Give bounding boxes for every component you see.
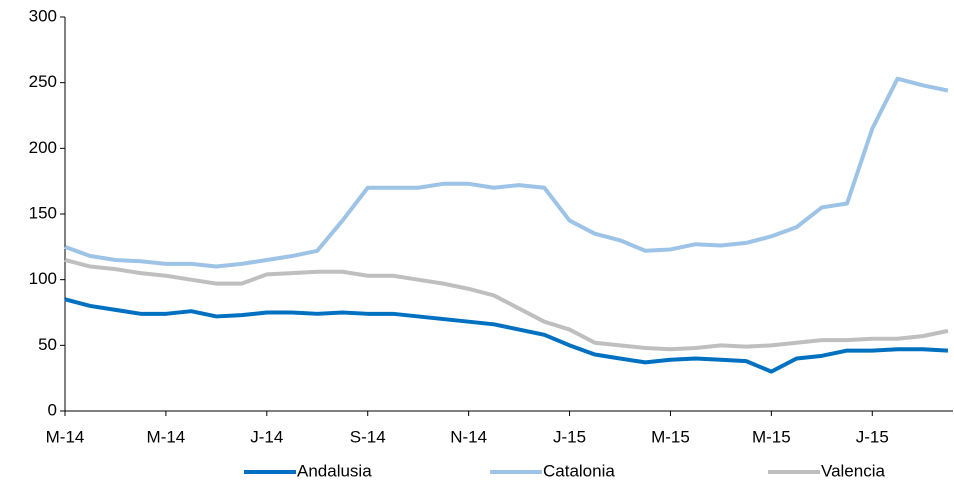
x-tick-label: J-15 bbox=[856, 427, 889, 446]
series-line bbox=[64, 258, 949, 352]
y-tick-label: 200 bbox=[29, 138, 57, 157]
x-tick-label: M-15 bbox=[752, 427, 791, 446]
y-tick-label: 150 bbox=[29, 203, 57, 222]
legend-label: Andalusia bbox=[297, 461, 372, 480]
y-tick-label: 100 bbox=[29, 269, 57, 288]
x-tick-label: N-14 bbox=[450, 427, 487, 446]
y-tick-label: 300 bbox=[29, 6, 57, 25]
y-tick-label: 250 bbox=[29, 72, 57, 91]
x-tick-label: M-14 bbox=[147, 427, 186, 446]
legend-label: Catalonia bbox=[543, 461, 615, 480]
x-tick-label: M-15 bbox=[651, 427, 690, 446]
series-line bbox=[64, 297, 949, 374]
legend-label: Valencia bbox=[821, 461, 885, 480]
y-tick-label: 0 bbox=[48, 400, 57, 419]
x-tick-label: S-14 bbox=[350, 427, 386, 446]
x-tick-label: M-14 bbox=[46, 427, 85, 446]
series-line bbox=[64, 76, 949, 269]
y-tick-label: 50 bbox=[38, 335, 57, 354]
x-tick-label: J-14 bbox=[250, 427, 283, 446]
x-tick-label: J-15 bbox=[553, 427, 586, 446]
